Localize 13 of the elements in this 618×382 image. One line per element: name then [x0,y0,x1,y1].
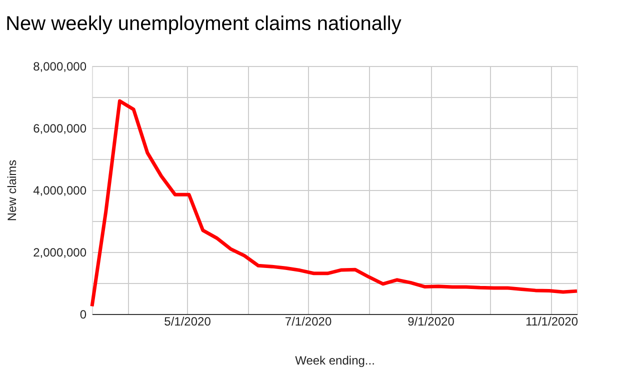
y-tick-label: 4,000,000 [33,184,87,198]
x-tick-label: 5/1/2020 [164,314,212,328]
x-tick-label: 11/1/2020 [526,314,578,328]
y-tick-label: 8,000,000 [33,60,87,74]
chart-title: New weekly unemployment claims nationally [6,13,402,35]
y-tick-label: 0 [80,308,87,322]
x-tick-label: 9/1/2020 [408,314,455,328]
x-tick-label: 7/1/2020 [284,314,332,328]
y-tick-label: 2,000,000 [33,246,87,260]
y-tick-label: 6,000,000 [33,122,87,136]
line-series [90,99,579,308]
x-axis-title: Week ending... [295,354,375,368]
y-axis-title: New claims [5,160,20,222]
